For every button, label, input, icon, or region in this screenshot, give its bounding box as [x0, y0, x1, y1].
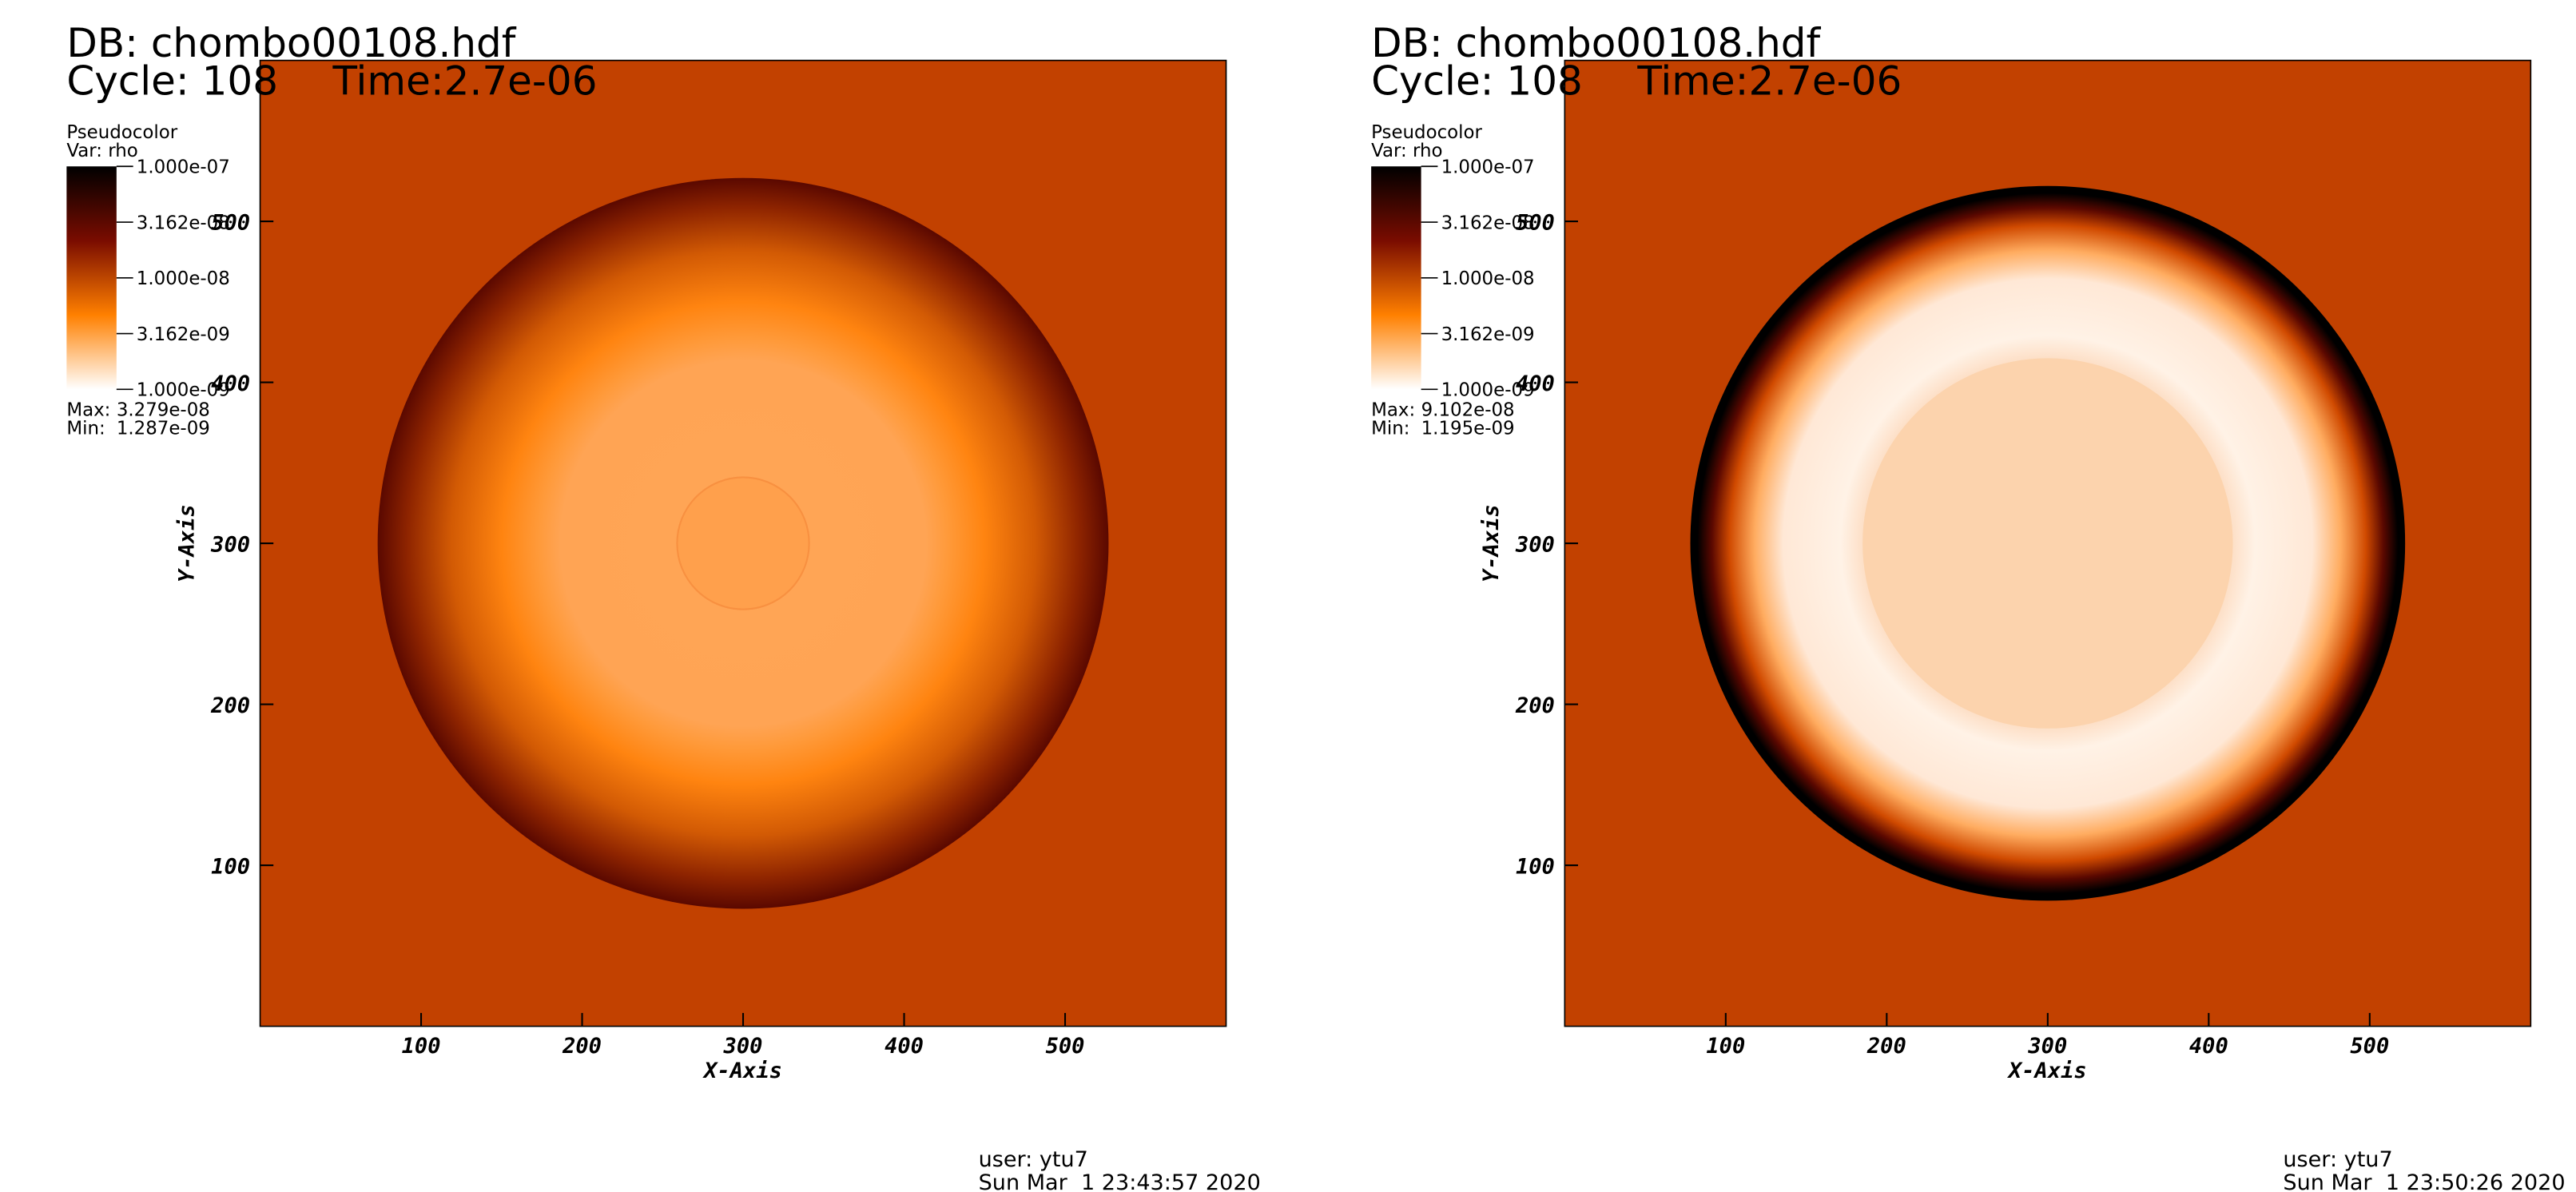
x-tick-label: 300 [723, 1034, 763, 1059]
y-tick-label: 500 [211, 211, 250, 236]
max-label: Max: [66, 400, 110, 421]
density-core [676, 476, 810, 610]
database-title: DB: chombo00108.hdf [66, 20, 516, 66]
colorbar-tick-label: 3.162e-09 [137, 324, 230, 345]
min-label: Min: [66, 419, 105, 439]
panel: 100 200 300 400 500 100 200 300 400 500 X-Axis Y-Ax… [66, 20, 1261, 1192]
y-tick-label: 200 [1515, 693, 1555, 718]
panel: 100 200 300 400 500 100 200 300 400 500 X-Axis Y-Ax… [1371, 20, 2566, 1192]
x-tick-label: 200 [1866, 1034, 1906, 1059]
x-tick-label: 100 [402, 1034, 441, 1059]
cycle-label: Cycle: 108 [1371, 58, 1583, 105]
y-tick-label: 100 [1516, 854, 1555, 879]
x-tick-label: 100 [1706, 1034, 1745, 1059]
cycle-label: Cycle: 108 [66, 58, 278, 105]
legend-variable: Var: rho [1371, 141, 1442, 161]
x-axis-label: X-Axis [702, 1059, 782, 1083]
y-tick-label: 300 [1515, 532, 1555, 557]
y-axis-label: Y-Axis [174, 504, 199, 582]
colorbar [66, 166, 117, 390]
x-tick-label: 500 [2350, 1034, 2389, 1059]
min-value: 1.287e-09 [117, 419, 210, 439]
colorbar-tick-label: 3.162e-08 [1441, 213, 1535, 233]
x-axis-label: X-Axis [2007, 1059, 2087, 1083]
y-tick-label: 400 [211, 372, 250, 396]
user-label: user: ytu7 [2283, 1147, 2392, 1172]
colorbar-tick-label: 1.000e-08 [137, 268, 230, 289]
max-value: 3.279e-08 [117, 400, 210, 421]
y-tick-label: 500 [1516, 211, 1555, 236]
y-tick-label: 100 [211, 854, 250, 879]
timestamp: Sun Mar 1 23:50:26 2020 [2283, 1170, 2565, 1192]
colorbar-tick-label: 1.000e-09 [137, 380, 230, 401]
min-value: 1.195e-09 [1421, 419, 1515, 439]
legend-title: Pseudocolor [1371, 122, 1482, 143]
density-core [1862, 358, 2233, 729]
timestamp: Sun Mar 1 23:43:57 2020 [979, 1170, 1261, 1192]
x-tick-label: 200 [562, 1034, 602, 1059]
colorbar-tick-label: 3.162e-09 [1441, 324, 1535, 345]
colorbar-tick-label: 3.162e-08 [137, 213, 230, 233]
max-value: 9.102e-08 [1421, 400, 1515, 421]
time-label: Time:2.7e-06 [332, 58, 598, 105]
user-label: user: ytu7 [979, 1147, 1088, 1172]
colorbar [1371, 166, 1421, 390]
y-tick-label: 200 [210, 693, 250, 718]
colorbar-tick-label: 1.000e-07 [137, 157, 230, 178]
colorbar-tick-label: 1.000e-07 [1441, 157, 1535, 178]
x-tick-label: 400 [885, 1034, 924, 1059]
max-label: Max: [1371, 400, 1415, 421]
time-label: Time:2.7e-06 [1636, 58, 1902, 105]
y-tick-label: 400 [1516, 372, 1555, 396]
x-tick-label: 500 [1046, 1034, 1085, 1059]
legend-title: Pseudocolor [66, 122, 177, 143]
colorbar-tick-label: 1.000e-09 [1441, 380, 1535, 401]
legend-variable: Var: rho [66, 141, 137, 161]
x-tick-label: 300 [2027, 1034, 2067, 1059]
y-axis-label: Y-Axis [1479, 504, 1504, 582]
database-title: DB: chombo00108.hdf [1371, 20, 1821, 66]
x-tick-label: 400 [2189, 1034, 2228, 1059]
colorbar-tick-label: 1.000e-08 [1441, 268, 1535, 289]
y-tick-label: 300 [210, 532, 250, 557]
min-label: Min: [1371, 419, 1409, 439]
